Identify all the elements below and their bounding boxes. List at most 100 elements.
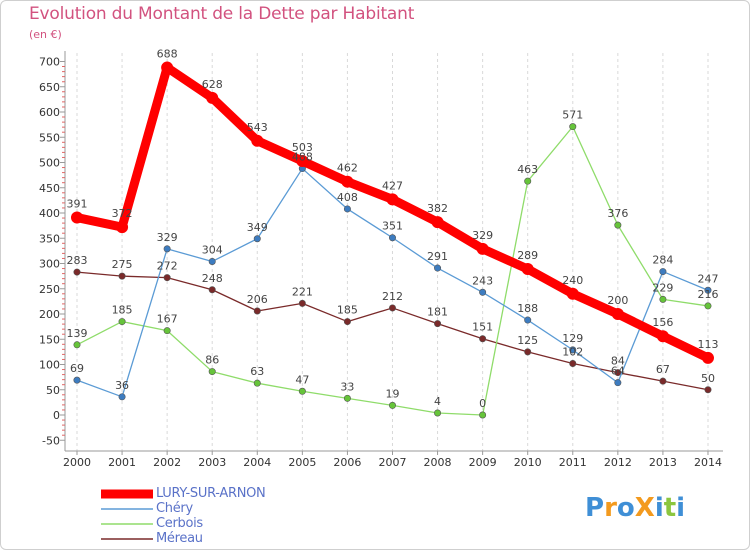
data-label: 571 [562, 109, 583, 122]
data-point [118, 318, 126, 326]
data-label: 284 [652, 254, 673, 267]
legend-swatch-chery [101, 507, 153, 510]
data-point [343, 205, 351, 213]
data-point [163, 327, 171, 335]
data-label: 289 [517, 249, 538, 262]
data-label: 185 [112, 304, 133, 317]
data-point [614, 379, 622, 387]
data-point [524, 177, 532, 185]
data-point [569, 359, 577, 367]
x-tick-label: 2006 [333, 456, 361, 469]
data-label: 102 [562, 345, 583, 358]
data-label: 181 [427, 306, 448, 319]
data-point [659, 268, 667, 276]
x-tick-label: 2000 [63, 456, 91, 469]
data-label: 206 [247, 293, 268, 306]
y-tick-label: 150 [39, 333, 60, 346]
data-point [71, 211, 83, 224]
data-label: 329 [157, 231, 178, 244]
data-label: 113 [697, 338, 718, 351]
data-point [388, 234, 396, 242]
data-point [704, 302, 712, 310]
legend-swatch-lury [101, 489, 153, 498]
data-point [431, 216, 444, 229]
data-point [566, 287, 579, 300]
data-label: 125 [517, 334, 538, 347]
svg-text:ProXiti: ProXiti [585, 493, 685, 523]
data-label: 272 [157, 260, 178, 273]
data-label: 488 [292, 151, 313, 164]
x-tick-label: 2014 [694, 456, 722, 469]
data-point [253, 307, 261, 315]
data-point [298, 387, 306, 395]
x-tick-label: 2001 [108, 456, 136, 469]
data-point [388, 401, 396, 409]
data-point [73, 268, 81, 276]
data-point [163, 274, 171, 282]
data-point [206, 91, 219, 104]
data-label: 69 [70, 362, 84, 375]
x-tick-label: 2003 [198, 456, 226, 469]
data-label: 221 [292, 285, 313, 298]
data-label: 67 [656, 363, 670, 376]
data-point [434, 409, 442, 417]
data-label: 382 [427, 202, 448, 215]
x-tick-label: 2009 [469, 456, 497, 469]
data-label: 50 [701, 372, 715, 385]
data-point [524, 316, 532, 324]
data-label: 216 [697, 288, 718, 301]
data-label: 212 [382, 290, 403, 303]
data-label: 64 [611, 365, 625, 378]
data-point [386, 193, 399, 206]
data-label: 4 [434, 395, 441, 408]
data-point [161, 61, 174, 74]
data-point [118, 272, 126, 280]
data-label: 156 [652, 316, 673, 329]
data-point [208, 257, 216, 265]
data-point [614, 221, 622, 229]
data-label: 167 [157, 313, 178, 326]
data-point [704, 386, 712, 394]
x-tick-label: 2005 [288, 456, 316, 469]
y-tick-label: 200 [39, 308, 60, 321]
y-tick-label: 100 [39, 359, 60, 372]
data-label: 84 [611, 355, 625, 368]
data-label: 391 [67, 198, 88, 211]
data-point [524, 348, 532, 356]
y-tick-label: 50 [46, 384, 60, 397]
legend-label-chery: Chéry [156, 501, 193, 516]
data-point [208, 368, 216, 376]
y-tick-label: 550 [39, 131, 60, 144]
x-tick-label: 2013 [649, 456, 677, 469]
x-tick-label: 2010 [514, 456, 542, 469]
legend-label-mereau: Méreau [156, 531, 203, 546]
data-point [253, 235, 261, 243]
x-tick-label: 2007 [378, 456, 406, 469]
y-tick-label: 500 [39, 157, 60, 170]
data-label: 139 [67, 327, 88, 340]
data-label: 628 [202, 78, 223, 91]
data-label: 349 [247, 221, 268, 234]
data-label: 229 [652, 281, 673, 294]
data-label: 376 [607, 207, 628, 220]
data-label: 33 [340, 380, 354, 393]
x-tick-label: 2011 [559, 456, 587, 469]
data-point [611, 308, 624, 320]
proxiti-logo: ProXiti [583, 489, 693, 525]
data-point [298, 299, 306, 307]
data-label: 19 [385, 387, 399, 400]
y-tick-label: 350 [39, 232, 60, 245]
data-point [521, 263, 534, 276]
data-label: 200 [607, 294, 628, 307]
y-tick-label: -50 [42, 434, 60, 447]
data-label: 688 [157, 48, 178, 61]
data-label: 247 [697, 272, 718, 285]
legend-label-cerbois: Cerbois [156, 516, 203, 531]
data-point [701, 351, 714, 364]
data-label: 151 [472, 321, 493, 334]
data-label: 275 [112, 258, 133, 271]
data-label: 243 [472, 274, 493, 287]
data-point [479, 411, 487, 419]
data-point [251, 134, 264, 147]
